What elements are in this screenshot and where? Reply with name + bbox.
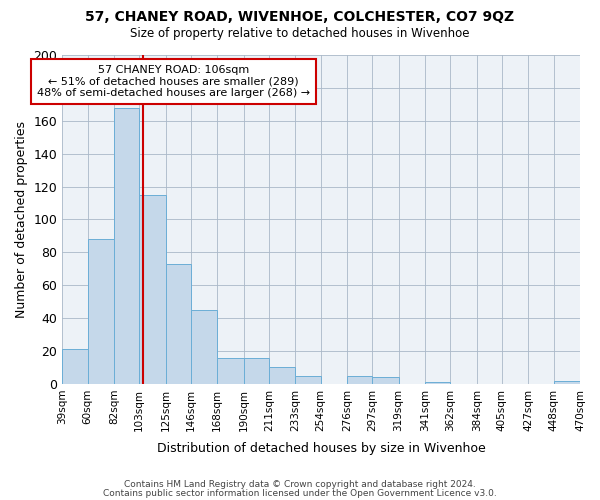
Bar: [554, 380, 580, 384]
Bar: [425, 382, 450, 384]
Text: Contains HM Land Registry data © Crown copyright and database right 2024.: Contains HM Land Registry data © Crown c…: [124, 480, 476, 489]
Y-axis label: Number of detached properties: Number of detached properties: [15, 121, 28, 318]
Bar: [88, 239, 114, 384]
Bar: [347, 376, 372, 384]
Bar: [372, 378, 398, 384]
Text: Contains public sector information licensed under the Open Government Licence v3: Contains public sector information licen…: [103, 488, 497, 498]
Bar: [295, 376, 320, 384]
Bar: [166, 264, 191, 384]
Text: 57 CHANEY ROAD: 106sqm
← 51% of detached houses are smaller (289)
48% of semi-de: 57 CHANEY ROAD: 106sqm ← 51% of detached…: [37, 65, 310, 98]
Bar: [62, 350, 88, 384]
Bar: [244, 358, 269, 384]
Bar: [139, 195, 166, 384]
Bar: [269, 368, 295, 384]
X-axis label: Distribution of detached houses by size in Wivenhoe: Distribution of detached houses by size …: [157, 442, 485, 455]
Text: 57, CHANEY ROAD, WIVENHOE, COLCHESTER, CO7 9QZ: 57, CHANEY ROAD, WIVENHOE, COLCHESTER, C…: [85, 10, 515, 24]
Bar: [114, 108, 139, 384]
Text: Size of property relative to detached houses in Wivenhoe: Size of property relative to detached ho…: [130, 28, 470, 40]
Bar: [191, 310, 217, 384]
Bar: [217, 358, 244, 384]
